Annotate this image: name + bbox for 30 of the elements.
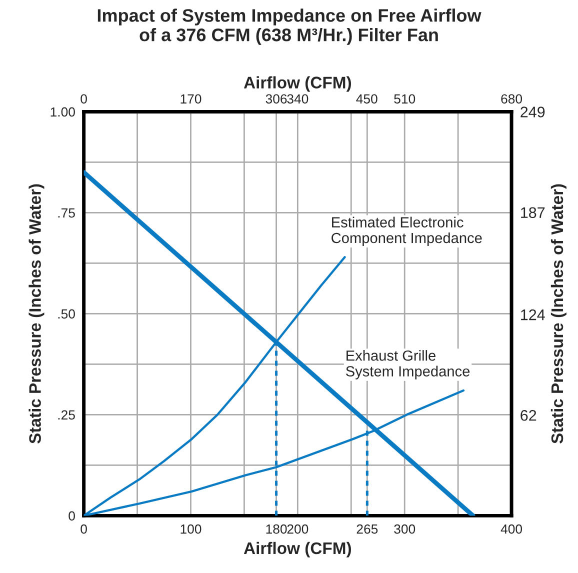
x-axis-title: Airflow (CFM) [244, 542, 351, 558]
y-tick-label: 0 [68, 511, 75, 521]
x2-tick-label: 340 [287, 94, 308, 104]
y-axis-title: Static Pressure (Inches of Water) [28, 184, 44, 444]
x-tick-label: 100 [180, 524, 202, 534]
x-tick-label: 200 [287, 524, 308, 534]
y-tick-label: .75 [58, 208, 75, 218]
y2-tick-label: 249 [520, 106, 545, 118]
x2-tick-label: 450 [356, 94, 378, 104]
x2-tick-label: 170 [180, 94, 202, 104]
y-tick-label: .50 [58, 309, 75, 319]
y-tick-label: 1.00 [50, 107, 75, 117]
x2-tick-label: 306 [266, 94, 287, 104]
y-tick-label: .25 [58, 410, 75, 420]
x2-tick-label: 510 [394, 94, 416, 104]
y2-tick-label: 124 [521, 309, 545, 320]
x-tick-label: 400 [500, 524, 522, 534]
y2-tick-label: 62 [520, 410, 536, 421]
y2-axis-title: Static Pressure (Inches of Water) [550, 184, 566, 444]
y2-tick-label: 187 [521, 207, 545, 218]
chart-title: Impact of System Impedance on Free Airflow of a 376 CFM (638 M³/Hr.) Filter Fan [98, 8, 482, 45]
x2-tick-label: 0 [80, 94, 87, 104]
x-tick-label: 300 [394, 524, 416, 534]
annotation: Exhaust Grille System Impedance [346, 350, 470, 380]
x2-axis-title: Airflow (CFM) [244, 76, 351, 92]
x2-tick-label: 680 [501, 94, 522, 104]
x-tick-label: 265 [356, 524, 378, 534]
x-tick-label: 0 [80, 524, 87, 534]
annotation: Estimated Electronic Component Impedance [332, 216, 482, 246]
x-tick-label: 180 [266, 524, 287, 534]
